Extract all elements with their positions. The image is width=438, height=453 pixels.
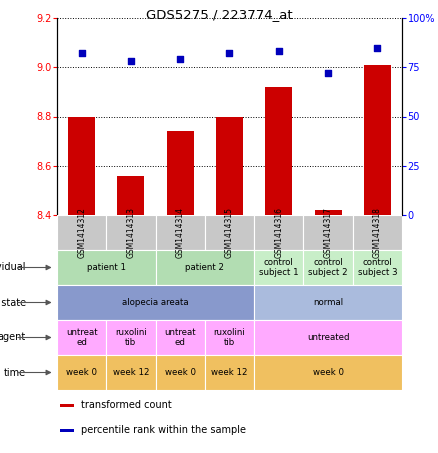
Bar bbox=[57, 285, 254, 320]
Text: GSM1414312: GSM1414312 bbox=[77, 207, 86, 258]
Bar bbox=[57, 355, 106, 390]
Point bbox=[374, 44, 381, 51]
Bar bbox=[265, 87, 292, 215]
Text: untreated: untreated bbox=[307, 333, 350, 342]
Bar bbox=[57, 320, 106, 355]
Bar bbox=[155, 215, 205, 250]
Text: control
subject 2: control subject 2 bbox=[308, 258, 348, 277]
Bar bbox=[60, 429, 74, 432]
Text: control
subject 3: control subject 3 bbox=[357, 258, 397, 277]
Text: alopecia areata: alopecia areata bbox=[122, 298, 189, 307]
Bar bbox=[68, 116, 95, 215]
Text: GSM1414317: GSM1414317 bbox=[324, 207, 332, 258]
Bar bbox=[57, 250, 155, 285]
Text: time: time bbox=[4, 367, 26, 377]
Text: normal: normal bbox=[313, 298, 343, 307]
Text: untreat
ed: untreat ed bbox=[164, 328, 196, 347]
Text: patient 2: patient 2 bbox=[185, 263, 224, 272]
Bar bbox=[314, 210, 342, 215]
Bar bbox=[205, 215, 254, 250]
Text: week 0: week 0 bbox=[165, 368, 196, 377]
Bar bbox=[216, 116, 243, 215]
Text: week 0: week 0 bbox=[313, 368, 343, 377]
Point bbox=[275, 48, 282, 55]
Text: control
subject 1: control subject 1 bbox=[259, 258, 299, 277]
Text: disease state: disease state bbox=[0, 298, 26, 308]
Text: GSM1414316: GSM1414316 bbox=[274, 207, 283, 258]
Bar bbox=[304, 215, 353, 250]
Text: GSM1414313: GSM1414313 bbox=[127, 207, 135, 258]
Bar bbox=[106, 215, 155, 250]
Bar bbox=[364, 65, 391, 215]
Bar bbox=[155, 355, 205, 390]
Bar bbox=[155, 320, 205, 355]
Bar bbox=[353, 215, 402, 250]
Text: ruxolini
tib: ruxolini tib bbox=[214, 328, 245, 347]
Text: ruxolini
tib: ruxolini tib bbox=[115, 328, 147, 347]
Bar bbox=[57, 215, 106, 250]
Bar bbox=[106, 320, 155, 355]
Point bbox=[177, 56, 184, 63]
Text: GSM1414314: GSM1414314 bbox=[176, 207, 185, 258]
Text: individual: individual bbox=[0, 262, 26, 273]
Bar bbox=[205, 320, 254, 355]
Bar bbox=[106, 355, 155, 390]
Text: GSM1414315: GSM1414315 bbox=[225, 207, 234, 258]
Text: percentile rank within the sample: percentile rank within the sample bbox=[81, 425, 246, 435]
Bar bbox=[254, 285, 402, 320]
Point bbox=[127, 58, 134, 65]
Text: GSM1414318: GSM1414318 bbox=[373, 207, 382, 258]
Bar bbox=[60, 404, 74, 407]
Bar bbox=[167, 131, 194, 215]
Point bbox=[325, 70, 332, 77]
Bar bbox=[117, 176, 145, 215]
Bar bbox=[254, 250, 304, 285]
Bar bbox=[254, 355, 402, 390]
Point bbox=[226, 50, 233, 57]
Bar bbox=[254, 215, 304, 250]
Text: patient 1: patient 1 bbox=[87, 263, 126, 272]
Text: transformed count: transformed count bbox=[81, 400, 171, 410]
Bar bbox=[155, 250, 254, 285]
Text: week 12: week 12 bbox=[211, 368, 248, 377]
Text: GDS5275 / 223774_at: GDS5275 / 223774_at bbox=[146, 8, 292, 21]
Text: week 0: week 0 bbox=[66, 368, 97, 377]
Text: untreat
ed: untreat ed bbox=[66, 328, 98, 347]
Bar bbox=[353, 250, 402, 285]
Bar bbox=[304, 250, 353, 285]
Text: agent: agent bbox=[0, 333, 26, 342]
Text: week 12: week 12 bbox=[113, 368, 149, 377]
Point bbox=[78, 50, 85, 57]
Bar bbox=[205, 355, 254, 390]
Bar bbox=[254, 320, 402, 355]
